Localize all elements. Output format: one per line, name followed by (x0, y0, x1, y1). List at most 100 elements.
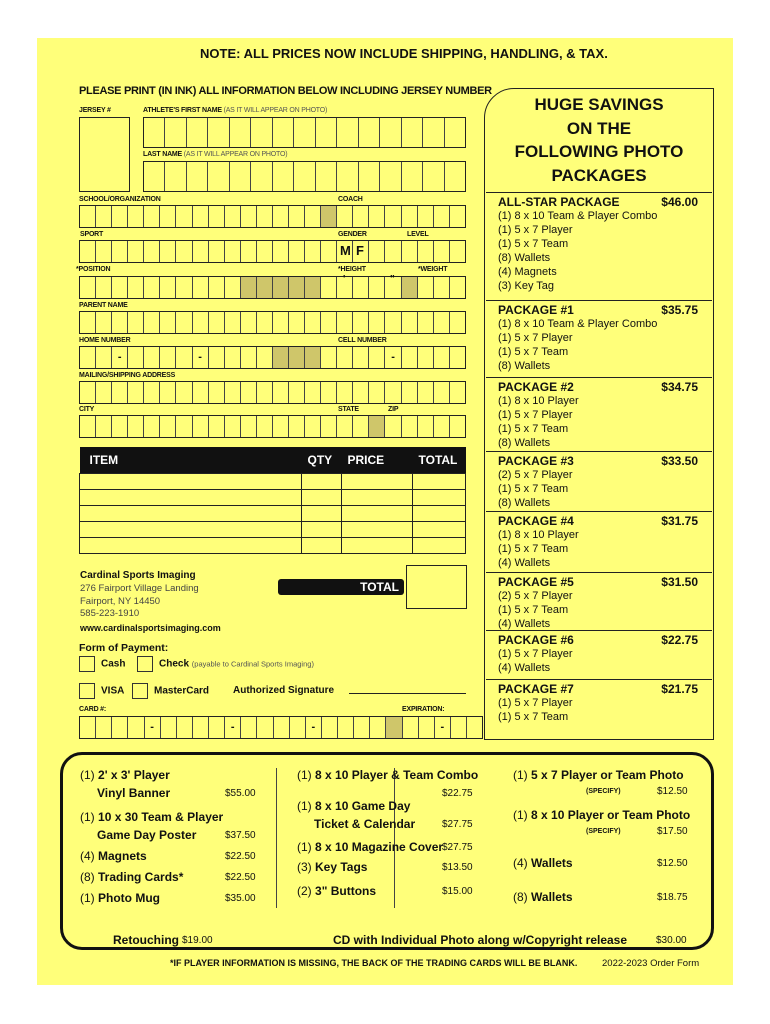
city-state-zip-field[interactable] (79, 415, 466, 438)
last-name-field[interactable] (143, 161, 466, 192)
input-cell[interactable] (273, 162, 295, 191)
input-cell[interactable] (273, 416, 290, 437)
input-cell[interactable] (144, 347, 161, 368)
input-cell[interactable] (96, 206, 113, 227)
input-cell[interactable] (418, 277, 434, 298)
input-cell[interactable] (80, 347, 97, 368)
input-cell[interactable] (385, 241, 402, 262)
input-cell[interactable] (385, 312, 402, 333)
input-cell[interactable] (305, 416, 322, 437)
input-cell[interactable] (209, 312, 225, 333)
input-cell[interactable]: - (225, 717, 242, 738)
input-cell[interactable] (96, 717, 113, 738)
input-cell[interactable] (160, 241, 177, 262)
input-cell[interactable] (240, 277, 257, 298)
input-cell[interactable] (418, 416, 434, 437)
input-cell[interactable] (160, 416, 177, 437)
input-cell[interactable] (128, 312, 145, 333)
input-cell[interactable] (96, 277, 113, 298)
card-number-field[interactable]: ---- (79, 716, 483, 739)
input-cell[interactable] (144, 118, 166, 147)
input-cell[interactable] (128, 347, 145, 368)
input-cell[interactable] (208, 162, 230, 191)
input-cell[interactable]: - (306, 717, 322, 738)
input-cell[interactable] (165, 118, 187, 147)
mastercard-checkbox[interactable] (132, 683, 148, 699)
visa-option[interactable]: VISA (79, 683, 124, 699)
input-cell[interactable] (176, 206, 193, 227)
input-cell[interactable] (144, 382, 161, 403)
check-checkbox[interactable] (137, 656, 153, 672)
input-cell[interactable] (353, 347, 370, 368)
input-cell[interactable] (305, 206, 322, 227)
input-cell[interactable] (402, 118, 424, 147)
input-cell[interactable] (385, 277, 402, 298)
input-cell[interactable] (241, 717, 258, 738)
input-cell[interactable] (434, 241, 450, 262)
input-cell[interactable] (176, 241, 193, 262)
input-cell[interactable] (337, 347, 354, 368)
input-cell[interactable] (80, 312, 97, 333)
input-cell[interactable] (402, 416, 418, 437)
input-cell[interactable] (401, 277, 418, 298)
input-cell[interactable]: - (193, 347, 209, 368)
input-cell[interactable] (305, 241, 322, 262)
cash-option[interactable]: Cash (79, 656, 125, 672)
input-cell[interactable] (225, 416, 241, 437)
input-cell[interactable] (305, 312, 322, 333)
input-cell[interactable] (316, 162, 338, 191)
input-cell[interactable] (385, 206, 402, 227)
input-cell[interactable] (385, 382, 402, 403)
input-cell[interactable] (369, 241, 386, 262)
input-cell[interactable] (418, 312, 434, 333)
input-cell[interactable] (353, 241, 370, 262)
input-cell[interactable] (434, 312, 450, 333)
input-cell[interactable] (322, 717, 338, 738)
input-cell[interactable] (467, 717, 482, 738)
input-cell[interactable] (321, 277, 338, 298)
input-cell[interactable] (112, 206, 129, 227)
input-cell[interactable] (305, 382, 322, 403)
input-cell[interactable] (418, 206, 434, 227)
input-cell[interactable] (176, 382, 193, 403)
input-cell[interactable] (225, 277, 241, 298)
input-cell[interactable] (337, 118, 359, 147)
input-cell[interactable] (209, 347, 225, 368)
input-cell[interactable] (144, 206, 161, 227)
signature-line[interactable] (349, 693, 466, 694)
input-cell[interactable] (289, 241, 306, 262)
input-cell[interactable] (96, 382, 113, 403)
input-cell[interactable] (241, 206, 257, 227)
input-cell[interactable] (128, 416, 145, 437)
input-cell[interactable] (241, 241, 257, 262)
input-cell[interactable] (230, 118, 252, 147)
input-cell[interactable] (337, 206, 354, 227)
input-cell[interactable] (161, 717, 177, 738)
input-cell[interactable] (423, 118, 445, 147)
input-cell[interactable] (209, 206, 225, 227)
input-cell[interactable] (80, 717, 97, 738)
input-cell[interactable] (160, 277, 177, 298)
check-option[interactable]: Check (payable to Cardinal Sports Imagin… (137, 656, 314, 672)
input-cell[interactable] (112, 312, 129, 333)
input-cell[interactable] (256, 277, 273, 298)
position-height-weight-field[interactable] (79, 276, 466, 299)
sport-gender-level-field[interactable] (79, 240, 466, 263)
input-cell[interactable] (354, 717, 371, 738)
input-cell[interactable]: - (145, 717, 161, 738)
school-coach-field[interactable] (79, 205, 466, 228)
input-cell[interactable] (208, 118, 230, 147)
input-cell[interactable] (80, 416, 97, 437)
input-cell[interactable] (359, 162, 381, 191)
input-cell[interactable] (353, 416, 370, 437)
input-cell[interactable] (450, 312, 465, 333)
input-cell[interactable] (225, 241, 241, 262)
gender-m[interactable]: M (340, 243, 351, 258)
input-cell[interactable] (112, 717, 129, 738)
input-cell[interactable] (403, 717, 419, 738)
input-cell[interactable] (128, 717, 145, 738)
input-cell[interactable] (353, 277, 370, 298)
input-cell[interactable] (112, 382, 129, 403)
input-cell[interactable] (257, 347, 273, 368)
input-cell[interactable] (112, 277, 129, 298)
